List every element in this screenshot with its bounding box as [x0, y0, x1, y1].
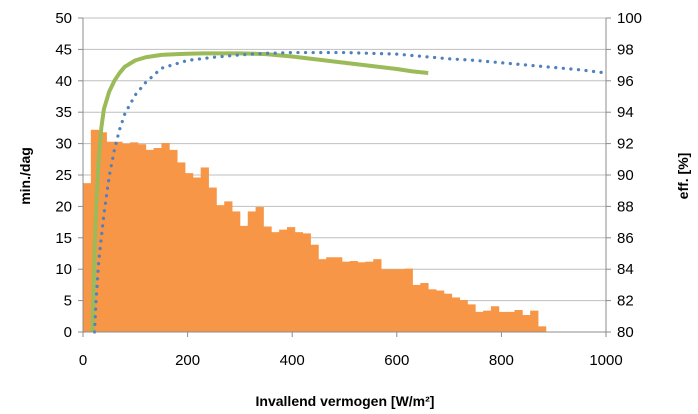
bar-36 [365, 261, 374, 332]
bar-14 [192, 177, 202, 332]
bar-44 [428, 289, 437, 332]
bar-37 [373, 259, 382, 332]
bar-40 [396, 269, 406, 332]
bar-39 [388, 269, 398, 332]
y-tick-label-8: 40 [55, 73, 72, 90]
bar-7 [137, 144, 147, 332]
bar-0 [83, 183, 92, 332]
x-tick-label-4: 800 [489, 352, 514, 369]
x-axis-title: Invallend vermogen [W/m²] [256, 393, 435, 409]
y-axis-title: min./dag [17, 147, 33, 205]
bar-25 [279, 229, 288, 332]
bar-12 [177, 162, 186, 332]
bar-52 [490, 306, 500, 332]
series-line-0 [90, 51, 429, 333]
x-tick-label-3: 600 [384, 352, 409, 369]
x-tick-label-1: 200 [175, 352, 200, 369]
bar-16 [208, 187, 217, 332]
bar-51 [483, 310, 492, 332]
bar-5 [122, 143, 131, 332]
y-tick-label-1: 5 [64, 293, 72, 310]
y-tick-label-5: 25 [55, 167, 72, 184]
bar-18 [224, 201, 233, 332]
bar-17 [216, 205, 225, 332]
bar-50 [475, 311, 484, 332]
y-tick-label-7: 35 [55, 104, 72, 121]
bar-23 [263, 226, 272, 332]
bar-46 [443, 293, 453, 332]
bar-27 [294, 232, 304, 332]
bar-3 [106, 141, 115, 332]
x-tick-label-2: 400 [280, 352, 305, 369]
bar-45 [436, 290, 445, 332]
bar-33 [341, 261, 351, 332]
bar-43 [420, 283, 429, 332]
y2-tick-label-3: 86 [617, 230, 634, 247]
bar-28 [302, 233, 311, 332]
bar-42 [412, 284, 421, 332]
y2-tick-label-8: 96 [617, 73, 634, 90]
x-tick-label-0: 0 [79, 352, 87, 369]
bar-2 [98, 132, 107, 332]
bar-22 [255, 207, 264, 332]
y2-tick-label-5: 90 [617, 167, 634, 184]
y2-tick-label-7: 94 [617, 104, 634, 121]
bar-13 [184, 173, 194, 332]
y-tick-label-0: 0 [64, 324, 72, 341]
bar-34 [349, 261, 358, 332]
y2-tick-label-4: 88 [617, 198, 634, 215]
bar-21 [247, 211, 256, 332]
y-tick-label-9: 45 [55, 41, 72, 58]
bar-53 [498, 311, 508, 332]
bar-15 [200, 167, 209, 332]
y2-tick-label-1: 82 [617, 293, 634, 310]
y2-tick-label-6: 92 [617, 136, 634, 153]
bar-47 [451, 297, 460, 332]
bar-31 [326, 257, 335, 332]
bar-19 [232, 211, 241, 332]
bar-35 [357, 262, 366, 332]
bar-10 [161, 142, 170, 332]
bar-8 [145, 149, 155, 332]
bar-9 [153, 148, 162, 332]
y2-axis-title: eff. [%] [675, 153, 691, 200]
y2-tick-label-2: 84 [617, 261, 634, 278]
bar-58 [538, 326, 547, 332]
bar-32 [334, 257, 343, 332]
bar-30 [318, 259, 327, 332]
bar-54 [506, 311, 515, 332]
bar-57 [530, 310, 539, 332]
y-tick-label-4: 20 [55, 198, 72, 215]
series-line-1 [92, 50, 608, 334]
bar-49 [467, 304, 476, 332]
y-tick-label-3: 15 [55, 230, 72, 247]
bar-55 [514, 310, 523, 332]
bar-26 [286, 227, 296, 332]
y2-tick-label-9: 98 [617, 41, 634, 58]
y-tick-label-6: 30 [55, 136, 72, 153]
bar-4 [114, 141, 123, 332]
bar-41 [404, 268, 413, 332]
bar-20 [239, 225, 249, 332]
bar-56 [522, 315, 531, 332]
bar-6 [130, 142, 139, 332]
bar-24 [271, 232, 280, 332]
bar-11 [169, 149, 178, 332]
axes [78, 17, 611, 337]
tick-labels: 0 5 10 15 20 25 30 35 40 45 50 80 82 84 86 88 90 92 94 96 98… [55, 10, 642, 369]
bar-48 [459, 299, 468, 332]
y2-tick-label-10: 100 [617, 10, 642, 27]
bar-38 [381, 269, 390, 332]
histogram-bars [83, 129, 547, 332]
y-tick-label-2: 10 [55, 261, 72, 278]
y-tick-label-10: 50 [55, 10, 72, 27]
bar-29 [310, 244, 319, 332]
y2-tick-label-0: 80 [617, 324, 634, 341]
efficiency-lines [90, 50, 608, 334]
x-tick-label-5: 1000 [589, 352, 622, 369]
